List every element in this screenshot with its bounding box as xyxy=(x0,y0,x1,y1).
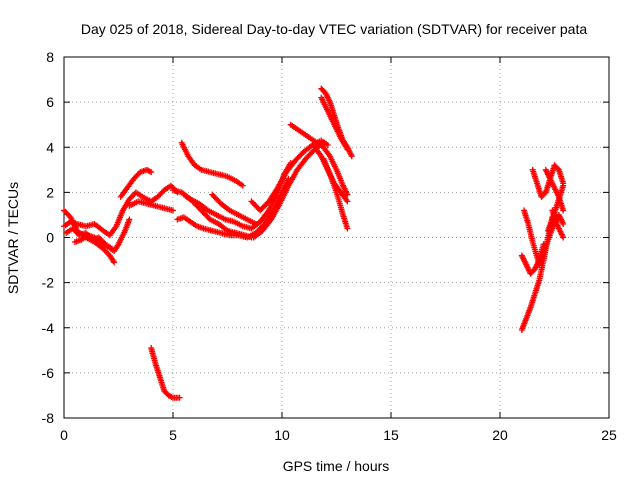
data-point xyxy=(560,182,567,189)
data-series-trace-z xyxy=(549,207,567,241)
data-point xyxy=(324,141,331,148)
x-tick-label: 25 xyxy=(601,427,617,443)
data-series-trace-e xyxy=(117,166,155,200)
data-series-trace-w xyxy=(529,162,567,200)
y-tick-label: 4 xyxy=(46,139,54,155)
data-series-trace-m xyxy=(250,139,327,241)
y-tick-label: -4 xyxy=(42,320,55,336)
grid-layer xyxy=(64,57,609,418)
data-point xyxy=(344,198,351,205)
data-point xyxy=(111,259,118,266)
data-point xyxy=(252,220,259,227)
y-tick-label: 2 xyxy=(46,184,54,200)
data-series-trace-g xyxy=(178,139,246,189)
data-point xyxy=(560,234,567,241)
y-tick-label: -6 xyxy=(42,365,55,381)
y-tick-label: 6 xyxy=(46,94,54,110)
data-series-trace-n xyxy=(287,121,351,198)
y-tick-label: -8 xyxy=(42,410,55,426)
data-series-trace-v xyxy=(520,207,567,268)
data-point xyxy=(239,182,246,189)
data-series-trace-r xyxy=(318,94,351,153)
data-series-trace-d xyxy=(71,216,133,255)
data-point xyxy=(560,220,567,227)
data-series-trace-k xyxy=(209,191,259,227)
data-series-trace-h xyxy=(170,160,294,232)
x-tick-label: 20 xyxy=(492,427,508,443)
x-tick-label: 0 xyxy=(60,427,68,443)
data-point xyxy=(176,394,183,401)
y-axis-title: SDTVAR / TECUs xyxy=(5,182,21,294)
data-series-trace-j xyxy=(180,191,255,241)
data-series-trace-f xyxy=(126,198,176,214)
data-point xyxy=(344,146,351,153)
y-tick-label: -2 xyxy=(42,275,55,291)
y-tick-label: 0 xyxy=(46,230,54,246)
points-layer xyxy=(61,85,567,401)
data-point xyxy=(344,225,351,232)
x-tick-label: 5 xyxy=(169,427,177,443)
data-point xyxy=(170,207,176,214)
data-point xyxy=(126,216,133,223)
data-point xyxy=(148,169,155,176)
data-point xyxy=(348,153,355,160)
tick-layer: 0 5 10 15 20 25 -8 -6 -4 -2 0 2 4 6 8 xyxy=(42,49,617,443)
data-series-trace-p xyxy=(320,155,351,232)
data-series-trace-s xyxy=(148,345,183,401)
data-point xyxy=(560,207,567,214)
data-point xyxy=(344,191,351,198)
chart-title: Day 025 of 2018, Sidereal Day-to-day VTE… xyxy=(81,21,588,37)
x-tick-label: 10 xyxy=(274,427,290,443)
x-axis-title: GPS time / hours xyxy=(283,458,390,474)
x-tick-label: 15 xyxy=(383,427,399,443)
y-tick-label: 8 xyxy=(46,49,54,65)
